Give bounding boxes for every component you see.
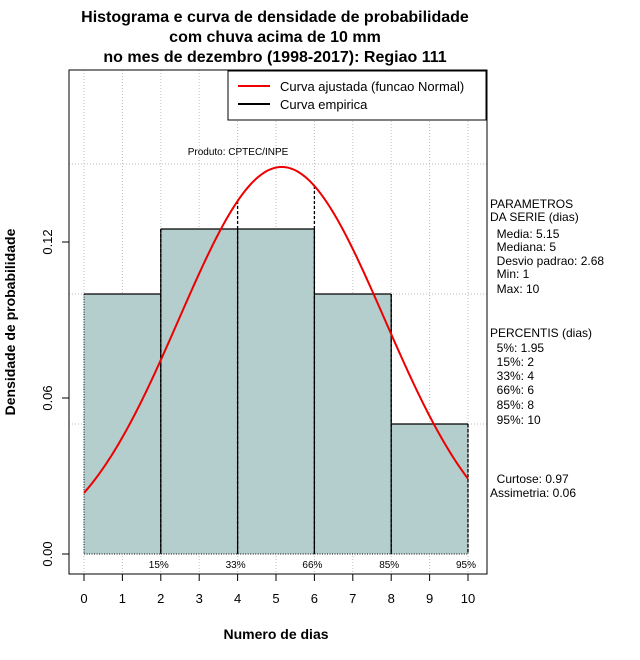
x-tick-label-5: 5 bbox=[272, 591, 279, 606]
y-tick-label-0: 0.00 bbox=[40, 541, 55, 566]
kurtosis-line: Curtose: 0.97 bbox=[490, 472, 569, 486]
chart-title-line-3: no mes de dezembro (1998-2017): Regiao 1… bbox=[103, 49, 446, 66]
x-axis: 0 1 2 3 4 5 6 7 8 9 10 bbox=[80, 573, 475, 606]
param-line-0: PARAMETROS bbox=[490, 197, 573, 211]
normal-fit-curve bbox=[83, 165, 469, 494]
param-line-2: Media: 5.15 bbox=[490, 227, 560, 241]
x-tick-label-4: 4 bbox=[234, 591, 241, 606]
param-line-5: Min: 1 bbox=[490, 267, 530, 281]
legend-label-empirical: Curva empirica bbox=[280, 97, 368, 112]
percentil-line-3: 33%: 4 bbox=[490, 369, 534, 383]
percentile-label-3: 85% bbox=[379, 560, 399, 571]
x-tick-label-6: 6 bbox=[311, 591, 318, 606]
x-tick-label-10: 10 bbox=[461, 591, 475, 606]
x-tick-label-7: 7 bbox=[349, 591, 356, 606]
histogram-bars bbox=[83, 228, 469, 555]
stats-panel: PARAMETROS DA SERIE (dias) Media: 5.15 M… bbox=[490, 197, 604, 500]
chart-title-line-2: com chuva acima de 10 mm bbox=[169, 29, 381, 46]
x-tick-label-3: 3 bbox=[196, 591, 203, 606]
percentile-label-0: 15% bbox=[149, 560, 169, 571]
percentil-line-4: 66%: 6 bbox=[490, 383, 534, 397]
percentil-line-2: 15%: 2 bbox=[490, 355, 534, 369]
percentile-label-4: 95% bbox=[456, 560, 476, 571]
normal-fit-curve-group bbox=[83, 165, 469, 494]
histogram-bar-3 bbox=[313, 293, 392, 555]
y-axis-title: Densidade de probabilidade bbox=[2, 228, 18, 415]
x-tick-label-8: 8 bbox=[388, 591, 395, 606]
param-line-4: Desvio padrao: 2.68 bbox=[490, 254, 604, 268]
product-label: Produto: CPTEC/INPE bbox=[188, 147, 289, 158]
percentile-label-1: 33% bbox=[226, 560, 246, 571]
percentil-line-5: 85%: 8 bbox=[490, 398, 534, 412]
x-tick-label-1: 1 bbox=[119, 591, 126, 606]
percentil-line-0: PERCENTIS (dias) bbox=[490, 326, 592, 340]
x-tick-label-9: 9 bbox=[426, 591, 433, 606]
skewness-line: Assimetria: 0.06 bbox=[490, 486, 576, 500]
y-axis: 0.00 0.06 0.12 bbox=[40, 229, 70, 567]
histogram-bar-0 bbox=[83, 293, 162, 555]
percentil-line-6: 95%: 10 bbox=[490, 413, 541, 427]
percentile-label-2: 66% bbox=[302, 560, 322, 571]
empirical-curve-lines bbox=[160, 185, 469, 554]
histogram-bar-2 bbox=[237, 228, 315, 555]
x-tick-label-2: 2 bbox=[157, 591, 164, 606]
histogram-bar-1 bbox=[160, 228, 239, 555]
y-tick-label-1: 0.06 bbox=[40, 385, 55, 410]
percentile-labels: 15% 33% 66% 85% 95% bbox=[149, 560, 476, 571]
param-line-1: DA SERIE (dias) bbox=[490, 210, 579, 224]
param-line-3: Mediana: 5 bbox=[490, 240, 556, 254]
param-line-6: Max: 10 bbox=[490, 282, 540, 296]
percentil-line-1: 5%: 1.95 bbox=[490, 341, 544, 355]
x-axis-title: Numero de dias bbox=[223, 626, 328, 642]
legend-label-fit: Curva ajustada (funcao Normal) bbox=[280, 79, 464, 94]
y-tick-label-2: 0.12 bbox=[40, 229, 55, 254]
histogram-bar-4 bbox=[390, 423, 469, 555]
legend: Curva ajustada (funcao Normal) Curva emp… bbox=[227, 70, 487, 121]
x-tick-label-0: 0 bbox=[80, 591, 87, 606]
chart-title-line-1: Histograma e curva de densidade de proba… bbox=[81, 9, 469, 26]
legend-box bbox=[227, 70, 487, 121]
